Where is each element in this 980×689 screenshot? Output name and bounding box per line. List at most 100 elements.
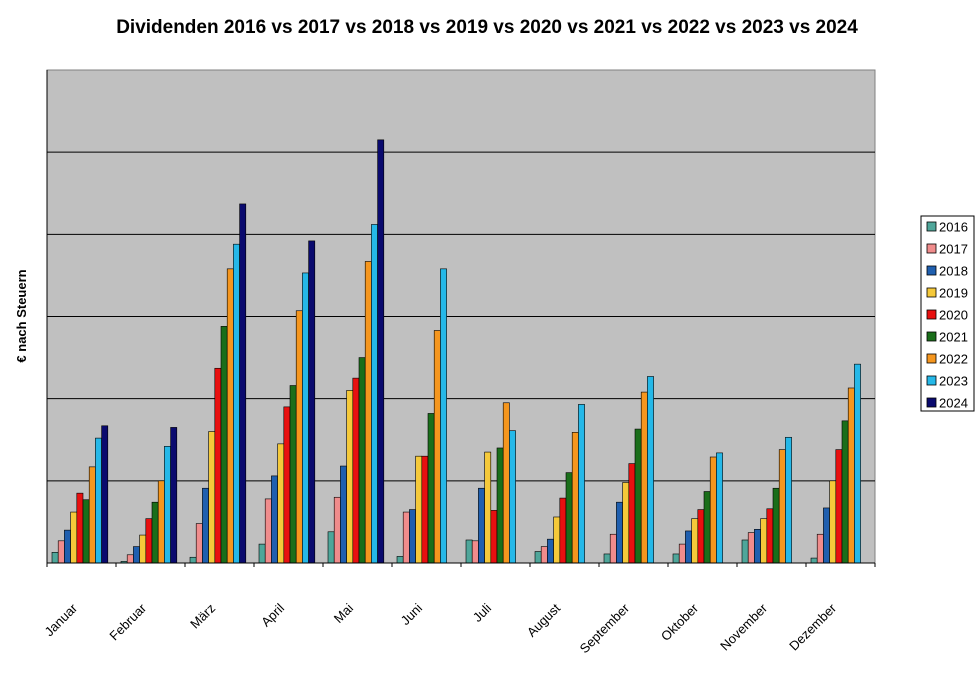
bar-2018-Mai — [340, 465, 347, 564]
legend-label-2021: 2021 — [939, 330, 968, 345]
bar-2017-Oktober — [678, 543, 686, 564]
bar-2023-Dezember — [854, 363, 861, 564]
bar-2020-Dezember — [835, 449, 843, 564]
legend-label-2016: 2016 — [939, 220, 968, 235]
bar-2019-November — [760, 518, 768, 564]
bar-2017-Dezember — [816, 533, 824, 564]
bar-2016-April — [258, 543, 266, 564]
legend-label-2020: 2020 — [939, 308, 968, 323]
bar-2017-Juli — [471, 540, 479, 564]
bar-2021-August — [565, 472, 573, 564]
bar-2023-Januar — [95, 437, 102, 564]
bar-2018-Oktober — [685, 530, 692, 564]
bar-2022-Juni — [433, 330, 441, 564]
bar-2018-Dezember — [823, 507, 830, 564]
bar-2016-März — [189, 556, 197, 564]
bar-2024-Februar — [170, 427, 178, 564]
chart-title: Dividenden 2016 vs 2017 vs 2018 vs 2019 … — [116, 17, 858, 38]
bar-2018-März — [202, 487, 209, 564]
bar-2020-November — [766, 508, 774, 564]
bar-2019-September — [622, 482, 630, 564]
legend-label-2022: 2022 — [939, 352, 968, 367]
bar-2021-Oktober — [703, 491, 711, 564]
x-tick-label-Juli: Juli — [470, 600, 494, 624]
bars — [51, 139, 861, 564]
legend-swatch-2021 — [926, 331, 937, 342]
bar-2016-Juli — [465, 539, 473, 564]
bar-2017-April — [264, 498, 272, 564]
bar-2023-Juni — [440, 268, 447, 564]
bar-2023-April — [302, 272, 309, 564]
bar-2022-Februar — [157, 480, 165, 564]
bar-2018-November — [754, 529, 761, 564]
bar-2023-März — [233, 243, 240, 564]
bar-2017-November — [747, 532, 755, 564]
x-tick-label-Januar: Januar — [41, 600, 80, 639]
bar-2019-März — [208, 431, 216, 564]
bar-2016-September — [603, 553, 611, 564]
bar-2017-Januar — [57, 540, 65, 564]
bar-2016-Dezember — [810, 557, 818, 564]
bar-2021-April — [289, 385, 297, 564]
bar-2023-Mai — [371, 224, 378, 564]
bar-2023-Februar — [164, 446, 171, 564]
bar-2020-August — [559, 497, 567, 564]
bar-2017-Mai — [333, 496, 341, 564]
bar-2016-August — [534, 551, 542, 564]
bar-2020-März — [214, 367, 222, 564]
bar-2019-August — [553, 516, 561, 564]
x-tick-label-August: August — [524, 600, 563, 639]
bar-2024-Januar — [101, 425, 109, 564]
legend-swatch-2020 — [926, 309, 937, 320]
bar-2016-Januar — [51, 552, 59, 564]
bar-2021-Juni — [427, 413, 435, 564]
bar-2018-Februar — [133, 546, 140, 564]
bar-2023-August — [578, 404, 585, 564]
bar-2021-Dezember — [841, 420, 849, 564]
bar-2021-November — [772, 487, 780, 564]
x-tick-label-Mai: Mai — [331, 600, 356, 625]
x-tick-label-Oktober: Oktober — [658, 600, 702, 644]
legend: 2016 2017 2018 2019 2020 2021 2022 2023 2024 — [920, 215, 975, 412]
bar-2019-Juli — [484, 451, 492, 564]
bar-2018-August — [547, 538, 554, 564]
bar-2021-Februar — [151, 501, 159, 564]
x-tick-label-September: September — [577, 600, 633, 656]
legend-label-2018: 2018 — [939, 264, 968, 279]
bar-2020-Februar — [145, 518, 153, 564]
bar-2016-Mai — [327, 531, 335, 564]
bar-2018-Januar — [64, 529, 71, 564]
bar-2017-März — [195, 523, 203, 564]
bar-2023-September — [647, 376, 654, 564]
legend-label-2024: 2024 — [939, 396, 968, 411]
bar-2018-Juni — [409, 509, 416, 564]
bar-2019-April — [277, 443, 285, 564]
bar-2020-April — [283, 406, 291, 564]
bar-2022-August — [571, 432, 579, 564]
x-tick-label-Dezember: Dezember — [786, 600, 839, 653]
bar-2019-Juni — [415, 455, 423, 564]
legend-label-2023: 2023 — [939, 374, 968, 389]
bar-2020-Juni — [421, 455, 429, 564]
bar-2023-Oktober — [716, 452, 723, 564]
bar-2022-Oktober — [709, 456, 717, 564]
bar-2022-September — [640, 391, 648, 564]
legend-label-2017: 2017 — [939, 242, 968, 257]
bar-2018-Juli — [478, 487, 485, 564]
bar-2022-Juli — [502, 402, 510, 564]
bar-2019-Januar — [70, 511, 78, 564]
bar-2020-Oktober — [697, 509, 705, 564]
bar-2016-Oktober — [672, 553, 680, 564]
bar-2017-Februar — [126, 554, 134, 564]
bar-2022-März — [226, 268, 234, 564]
bar-2020-Januar — [76, 492, 84, 564]
bar-2020-Juli — [490, 510, 498, 564]
bar-2021-Juli — [496, 447, 504, 564]
bar-2023-Juli — [509, 430, 516, 564]
bar-2018-April — [271, 475, 278, 564]
legend-swatch-2016 — [926, 221, 937, 232]
x-tick-label-November: November — [717, 600, 770, 653]
bar-2021-Mai — [358, 357, 366, 564]
bar-2022-April — [295, 310, 303, 564]
